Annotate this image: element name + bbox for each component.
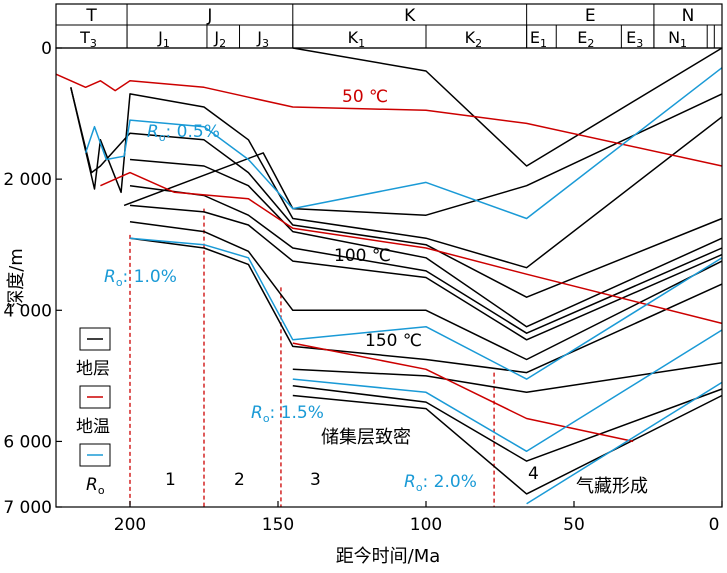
epoch-label: E2 — [577, 28, 594, 50]
series-line-strata — [129, 237, 723, 374]
series-line-strata — [70, 87, 723, 269]
ro-20-label: Ro: 2.0% — [404, 472, 477, 494]
epoch-label: J3 — [256, 28, 269, 50]
header-frame — [55, 3, 723, 49]
stage-3-label: 3 — [310, 470, 321, 490]
x-tick-label: 0 — [709, 515, 720, 535]
y-tick-label: 2 000 — [3, 170, 52, 190]
epoch-label: T3 — [79, 28, 97, 50]
x-tick-label: 150 — [262, 515, 294, 535]
x-tick-label: 100 — [410, 515, 442, 535]
x-tick-label: 200 — [114, 515, 146, 535]
series-layer — [55, 47, 723, 505]
reservoir-dense-label: 储集层致密 — [321, 427, 411, 448]
epoch-label: K2 — [465, 28, 483, 50]
period-label: J — [206, 6, 212, 26]
epoch-label: E3 — [626, 28, 643, 50]
series-line-strata — [292, 384, 723, 462]
series-line-temperature — [292, 342, 634, 443]
ro-15-label: Ro: 1.5% — [251, 403, 324, 425]
series-line-temperature — [100, 171, 723, 325]
plot-frame — [55, 47, 723, 508]
series-line-strata — [292, 361, 723, 394]
stage-2-label: 2 — [234, 470, 245, 490]
series-line-strata — [129, 204, 723, 341]
epoch-label: K1 — [348, 28, 366, 50]
stratigraphic-header: T J K E N T3 J1 J2 J3 K1 K2 E1 E2 E3 N1 — [55, 3, 723, 50]
legend: 地层 地温 Ro — [76, 327, 111, 497]
y-tick-label: 4 000 — [3, 301, 52, 321]
series-line-ro — [84, 67, 723, 220]
isotherm-100-label: 100 ℃ — [334, 246, 391, 266]
period-label: N — [682, 6, 695, 26]
series-line-strata — [70, 87, 723, 298]
ro-05-label: Ro: 0.5% — [147, 122, 220, 144]
isotherm-50-label: 50 ℃ — [342, 87, 388, 107]
series-line-ro — [129, 237, 723, 380]
legend-label-strata: 地层 — [76, 359, 110, 379]
epoch-label: E1 — [530, 28, 547, 50]
stage-1-label: 1 — [165, 470, 176, 490]
period-label: K — [404, 6, 416, 26]
ro-10-label: Ro: 1.0% — [104, 267, 177, 289]
epoch-label: J1 — [157, 28, 170, 50]
y-tick-label: 0 — [41, 39, 52, 59]
series-line-strata — [292, 394, 723, 495]
series-line-ro — [526, 381, 723, 505]
y-axis-title: 深度/m — [6, 248, 27, 308]
series-line-strata — [123, 93, 723, 216]
series-line-strata — [292, 47, 723, 167]
stage-4-label: 4 — [528, 464, 539, 484]
stage-boundary-lines — [129, 208, 495, 507]
gas-formation-label: 气藏形成 — [576, 476, 648, 497]
series-line-strata — [129, 158, 723, 328]
epoch-label: J2 — [213, 28, 226, 50]
x-axis: 200 150 100 50 0 — [114, 501, 723, 535]
period-label: T — [85, 6, 97, 26]
y-tick-label: 7 000 — [3, 498, 52, 518]
x-axis-title: 距今时间/Ma — [336, 546, 441, 567]
epoch-label: N1 — [668, 28, 687, 50]
series-line-strata — [129, 221, 723, 361]
series-line-temperature — [55, 73, 723, 167]
y-tick-label: 6 000 — [3, 432, 52, 452]
x-tick-label: 50 — [563, 515, 585, 535]
legend-label-ro: Ro — [86, 475, 105, 497]
period-label: E — [585, 6, 596, 26]
legend-label-temp: 地温 — [76, 417, 110, 437]
isotherm-150-label: 150 ℃ — [365, 331, 422, 351]
y-axis: 0 2 000 4 000 6 000 7 000 — [3, 39, 62, 518]
series-line-ro — [292, 329, 723, 453]
plot-area: 0 2 000 4 000 6 000 7 000 200 150 100 50 0 — [3, 39, 723, 535]
